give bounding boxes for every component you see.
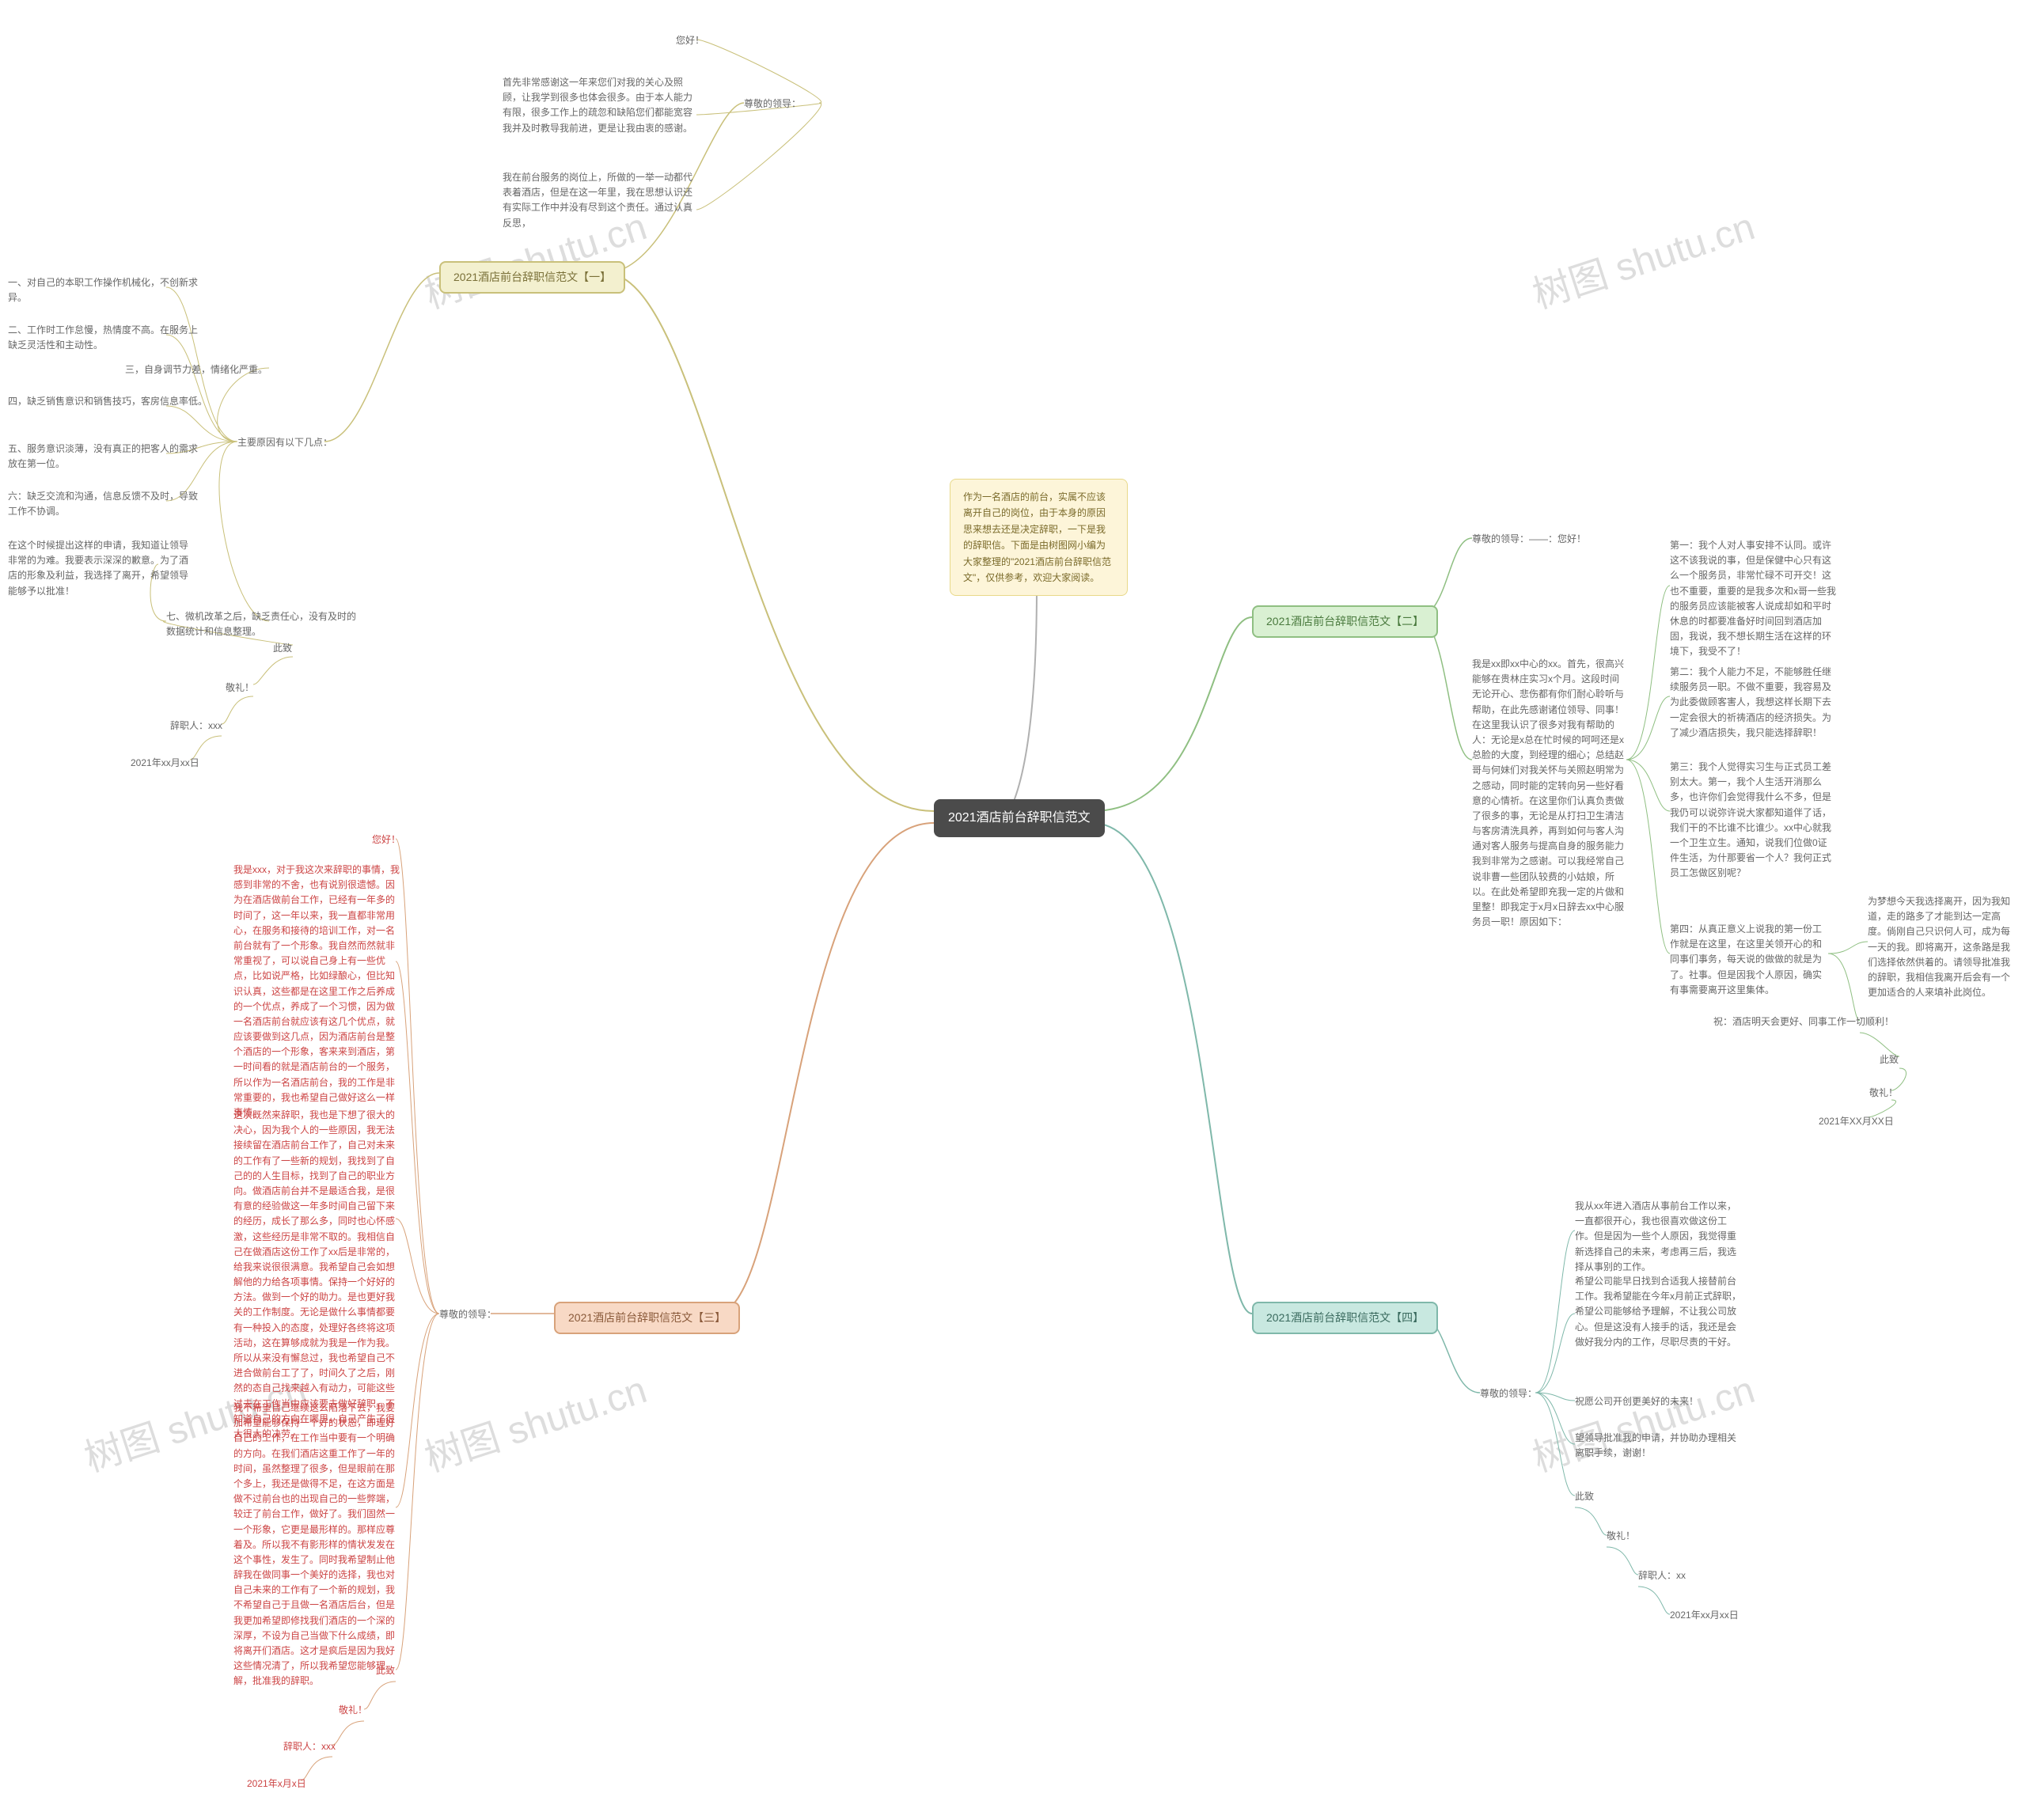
b1-p2: 我在前台服务的岗位上，所做的一举一动都代表着酒店，但是在这一年里，我在思想认识还… xyxy=(503,170,700,231)
b4-p1: 我从xx年进入酒店从事前台工作以来，一直都很开心，我也很喜欢做这份工作。但是因为… xyxy=(1575,1199,1741,1275)
b1-r3: 三，自身调节力差，情绪化严重。 xyxy=(125,362,307,377)
b2-r1: 第一：我个人对人事安排不认同。或许这不该我说的事，但是保健中心只有这么一个服务员… xyxy=(1670,538,1836,660)
watermark: 树图 shutu.cn xyxy=(1524,195,1760,319)
b3-hello: 您好！ xyxy=(372,832,400,847)
b1-leader: 尊敬的领导： xyxy=(744,97,801,112)
b1-r4: 四，缺乏销售意识和销售技巧，客房信息率低。 xyxy=(8,394,214,409)
b1-reasons-header: 主要原因有以下几点： xyxy=(237,435,332,450)
b3-signer: 辞职人：xxx xyxy=(283,1739,336,1754)
b2-date: 2021年XX月XX日 xyxy=(1819,1114,1894,1129)
b1-date: 2021年xx月xx日 xyxy=(131,756,199,771)
b4-jl: 敬礼！ xyxy=(1607,1529,1635,1544)
intro-box: 作为一名酒店的前台，实属不应该离开自己的岗位，由于本身的原因思来想去还是决定辞职… xyxy=(950,479,1128,596)
b1-jl: 敬礼！ xyxy=(226,681,254,696)
b3-p2: 这次既然来辞职，我也是下想了很大的决心，因为我个人的一些原因，我无法接续留在酒店… xyxy=(233,1108,400,1442)
b2-leader: 尊敬的领导：——：您好！ xyxy=(1472,532,1586,547)
watermark: 树图 shutu.cn xyxy=(1524,1359,1760,1482)
b2-intro: 我是xx即xx中心的xx。首先，很高兴能够在贵林庄实习x个月。这段时间无论开心、… xyxy=(1472,657,1626,930)
b2-r3: 第三：我个人觉得实习生与正式员工差别太大。第一，我个人生活开消那么多，也许你们会… xyxy=(1670,760,1836,882)
branch-2[interactable]: 2021酒店前台辞职信范文【二】 xyxy=(1252,605,1438,638)
b4-zc: 此致 xyxy=(1575,1489,1594,1504)
branch-3[interactable]: 2021酒店前台辞职信范文【三】 xyxy=(554,1302,740,1334)
b4-p3: 祝愿公司开创更美好的未来！ xyxy=(1575,1394,1741,1409)
b2-wish1: 为梦想今天我选择离开，因为我知道，走的路多了才能到达一定高度。倘刚自己只识何人可… xyxy=(1868,894,2018,1000)
b3-p1: 我是xxx，对于我这次来辞职的事情，我感到非常的不舍，也有说别很遗憾。因为在酒店… xyxy=(233,863,400,1120)
b1-r5: 五、服务意识淡薄，没有真正的把客人的需求放在第一位。 xyxy=(8,442,206,472)
b4-signer: 辞职人：xx xyxy=(1638,1568,1686,1583)
branch-4[interactable]: 2021酒店前台辞职信范文【四】 xyxy=(1252,1302,1438,1334)
b2-r2: 第二：我个人能力不足，不能够胜任继续服务员一职。不做不重要，我容易及为此委做顾客… xyxy=(1670,665,1836,741)
b3-leader: 尊敬的领导： xyxy=(439,1307,496,1322)
b2-r4: 第四：从真正意义上说我的第一份工作就是在这里，在这里关领开心的和同事们事务，每天… xyxy=(1670,922,1828,998)
branch-1[interactable]: 2021酒店前台辞职信范文【一】 xyxy=(439,261,625,294)
b1-signer: 辞职人：xxx xyxy=(170,719,222,734)
b3-date: 2021年x月x日 xyxy=(247,1776,306,1792)
b1-r7: 七、微机改革之后，缺乏责任心，没有及时的数据统计和信息整理。 xyxy=(166,609,356,639)
b4-leader: 尊敬的领导： xyxy=(1480,1386,1537,1401)
b2-zc: 此致 xyxy=(1880,1052,1899,1067)
b1-zc: 此致 xyxy=(273,641,292,656)
b1-r6: 六：缺乏交流和沟通，信息反馈不及时，导致工作不协调。 xyxy=(8,489,206,519)
b4-date: 2021年xx月xx日 xyxy=(1670,1608,1739,1623)
b3-p3: 我不希望自己继续这么陷落下去，我要加希望能够保持一个好的状态，即理好自己的工作，… xyxy=(233,1401,400,1689)
b2-jl: 敬礼！ xyxy=(1869,1086,1898,1101)
b2-wish2: 祝：酒店明天会更好、同事工作一切顺利！ xyxy=(1713,1014,1903,1029)
root-node[interactable]: 2021酒店前台辞职信范文 xyxy=(934,799,1105,837)
watermark: 树图 shutu.cn xyxy=(416,1359,652,1482)
b4-p4: 望领导批准我的申请，并协助办理相关离职手续，谢谢！ xyxy=(1575,1431,1741,1461)
b1-closing: 在这个时候提出这样的申请，我知道让领导非常的为难。我要表示深深的歉意。为了酒店的… xyxy=(8,538,190,599)
b1-p1: 首先非常感谢这一年来您们对我的关心及照顾，让我学到很多也体会很多。由于本人能力有… xyxy=(503,75,700,136)
b1-r2: 二、工作时工作怠慢，热情度不高。在服务上缺乏灵活性和主动性。 xyxy=(8,323,206,353)
b4-p2: 希望公司能早日找到合适我人接替前台工作。我希望能在今年x月前正式辞职，希望公司能… xyxy=(1575,1274,1741,1350)
b3-jl: 敬礼！ xyxy=(339,1703,367,1718)
b1-hello: 您好！ xyxy=(676,33,704,48)
b1-r1: 一、对自己的本职工作操作机械化，不创新求异。 xyxy=(8,275,206,305)
b3-zc: 此致 xyxy=(376,1663,395,1678)
